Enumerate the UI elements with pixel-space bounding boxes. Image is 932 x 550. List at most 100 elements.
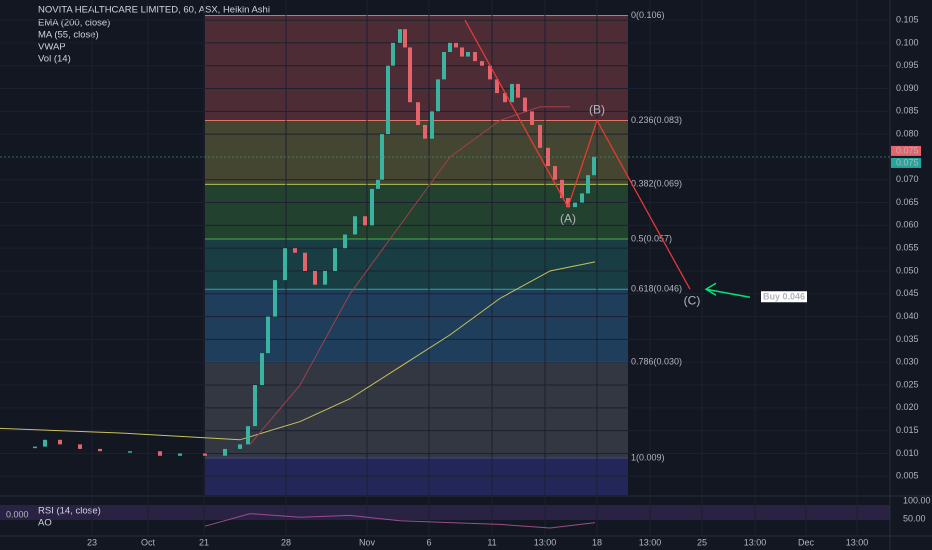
y-tick-label: 0.005 xyxy=(896,471,919,481)
x-tick-label: 13:00 xyxy=(744,537,767,547)
y-tick-label: 0.015 xyxy=(896,425,919,435)
buy-label-bg xyxy=(761,291,807,303)
candle xyxy=(363,216,367,226)
x-tick-label: 18 xyxy=(592,537,602,547)
y-tick-label: 0.035 xyxy=(896,334,919,344)
title: NOVITA HEALTHCARE LIMITED, 60, ASX, Heik… xyxy=(38,5,270,16)
fib-zones xyxy=(205,15,628,459)
candle xyxy=(480,61,484,66)
price-badge-label: 0.075 xyxy=(896,157,919,167)
candle xyxy=(376,179,380,189)
candle xyxy=(436,79,440,112)
candle xyxy=(283,248,287,281)
fib-label: 0.618(0.046) xyxy=(631,284,682,294)
wave-line xyxy=(464,19,691,290)
indicator: RSI (14, close) xyxy=(38,506,101,517)
candle xyxy=(473,52,477,62)
y-tick-label: 0.045 xyxy=(896,288,919,298)
candle xyxy=(553,166,557,180)
y-tick-label: 0.025 xyxy=(896,379,919,389)
buy-label: Buy 0.046 xyxy=(763,292,805,302)
candle xyxy=(246,426,250,445)
y-tick-label: 0.090 xyxy=(896,83,919,93)
fib-label: 0.786(0.030) xyxy=(631,357,682,367)
indicator: MA (55, close) xyxy=(38,30,99,41)
fib-label: 0.236(0.083) xyxy=(631,115,682,125)
fib-label: 0(0.106) xyxy=(631,10,665,20)
buy-arrow xyxy=(704,282,751,298)
x-tick-label: 13:00 xyxy=(639,537,662,547)
fib-zone xyxy=(205,184,628,240)
fib-label: 1(0.009) xyxy=(631,452,665,462)
candle xyxy=(273,280,277,317)
rsi-tick-label: 100.00 xyxy=(903,495,931,505)
candle xyxy=(323,270,327,285)
candle xyxy=(203,453,207,456)
candle xyxy=(266,316,270,354)
wave-label: (B) xyxy=(589,103,605,117)
y-tick-label: 0.055 xyxy=(896,243,919,253)
x-tick-label: 13:00 xyxy=(534,537,557,547)
candle xyxy=(253,385,257,427)
fib-label: 0.5(0.057) xyxy=(631,233,672,243)
candle xyxy=(238,444,242,449)
candle xyxy=(223,448,227,456)
candle xyxy=(430,111,434,139)
x-tick-label: 11 xyxy=(487,537,496,547)
indicator: AO xyxy=(38,518,52,529)
x-tick-label: 28 xyxy=(281,537,291,547)
candle xyxy=(566,198,570,208)
x-tick-label: 21 xyxy=(199,537,209,547)
candle xyxy=(488,65,492,80)
x-tick-label: 23 xyxy=(87,537,97,547)
fib-zone xyxy=(205,362,628,459)
y-tick-label: 0.030 xyxy=(896,357,919,367)
x-tick-label: Dec xyxy=(798,537,815,547)
candle xyxy=(353,216,357,235)
candle xyxy=(128,451,132,453)
candle xyxy=(516,83,520,98)
y-tick-label: 0.040 xyxy=(896,311,919,321)
indicator-line xyxy=(0,261,596,441)
candle xyxy=(503,93,507,103)
candle xyxy=(586,175,590,194)
rsi-line xyxy=(204,513,596,529)
candle xyxy=(466,52,470,57)
candle xyxy=(98,448,102,452)
x-tick-label: 25 xyxy=(697,537,707,547)
candle xyxy=(303,252,307,271)
indicator: VWAP xyxy=(38,42,66,53)
candle xyxy=(370,188,374,226)
candle xyxy=(313,270,317,285)
y-tick-label: 0.100 xyxy=(896,37,919,47)
candle xyxy=(442,52,446,80)
y-tick-label: 0.085 xyxy=(896,106,919,116)
y-tick-label: 0.095 xyxy=(896,60,919,70)
price-badge xyxy=(891,157,921,168)
candle xyxy=(510,83,514,103)
y-tick-label: 0.105 xyxy=(896,14,919,24)
indicator: Vol (14) xyxy=(38,54,71,65)
y-tick-label: 0.065 xyxy=(896,197,919,207)
candle xyxy=(530,111,534,126)
fib-zone xyxy=(205,120,628,185)
candle xyxy=(158,451,162,456)
candle xyxy=(33,446,37,449)
candle xyxy=(580,193,584,203)
candle xyxy=(448,42,452,53)
fib-zone xyxy=(205,239,628,290)
candle xyxy=(293,248,297,253)
candle xyxy=(403,29,407,48)
candle xyxy=(386,65,390,135)
rsi-tick-label: 50.00 xyxy=(903,513,926,523)
candle xyxy=(460,47,464,57)
fib-label: 0.382(0.069) xyxy=(631,179,682,189)
candle xyxy=(573,202,577,208)
x-tick-label: Nov xyxy=(359,537,376,547)
candle xyxy=(178,453,182,456)
candle xyxy=(391,42,395,66)
price-badge xyxy=(891,145,921,156)
wave-label: (C) xyxy=(684,293,701,307)
candle xyxy=(454,42,458,48)
